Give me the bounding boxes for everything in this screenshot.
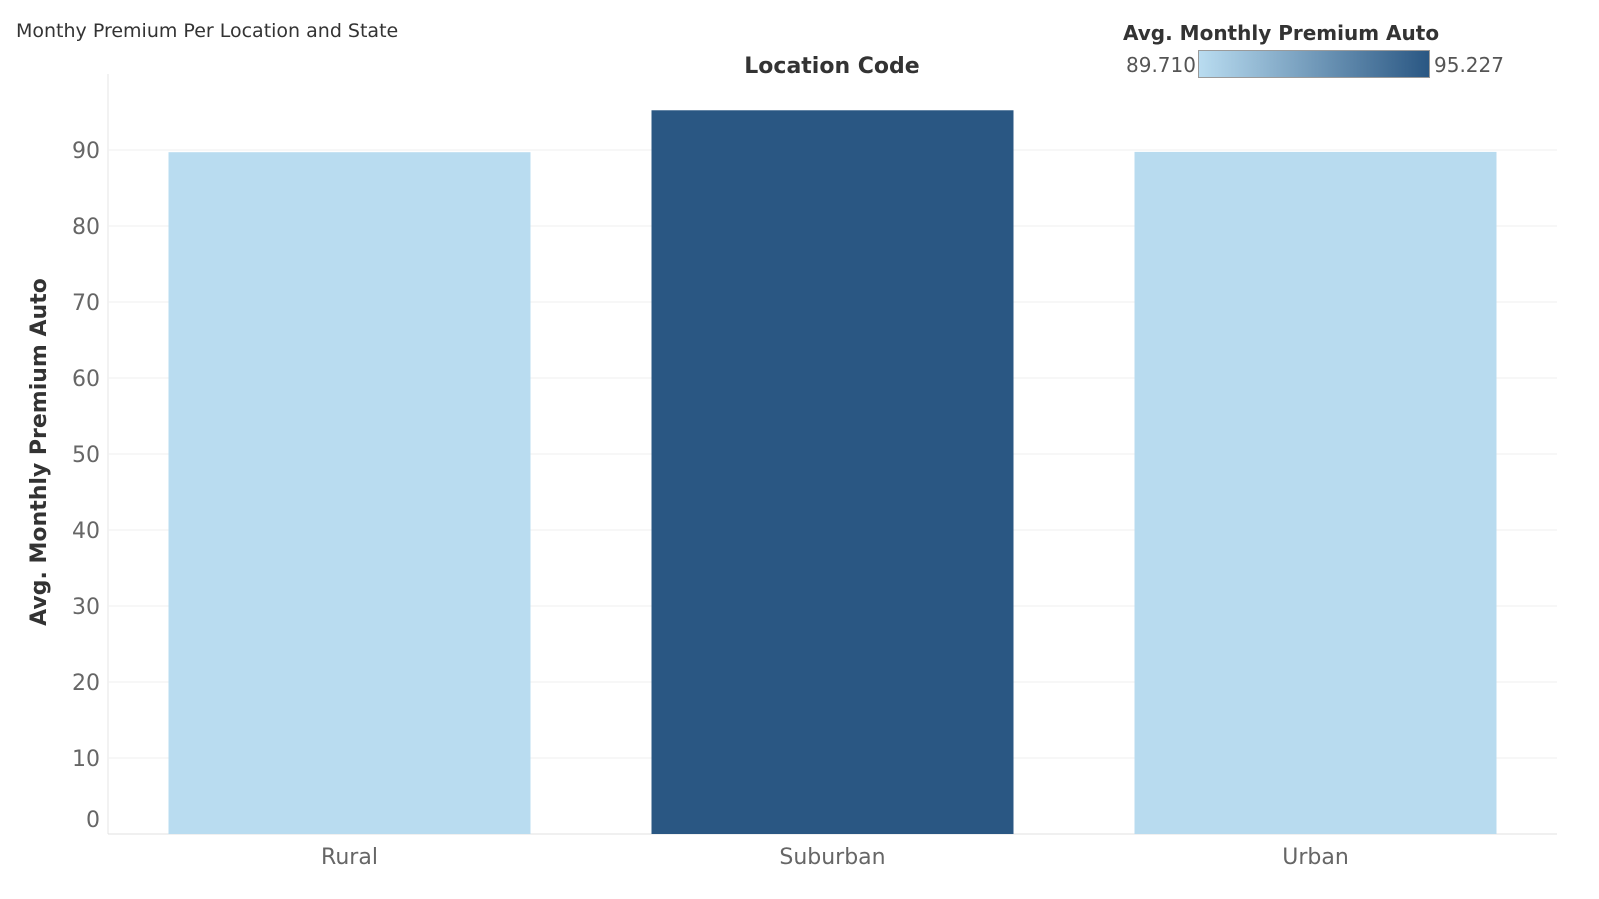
y-tick-label: 50 [72, 443, 100, 468]
legend-max-label: 95.227 [1434, 53, 1504, 77]
x-category-label: Urban [1282, 845, 1349, 870]
x-axis-categories: Rural Suburban Urban [321, 845, 1349, 870]
y-tick-label: 0 [86, 808, 100, 833]
y-tick-label: 60 [72, 367, 100, 392]
page-title: Monthy Premium Per Location and State [16, 20, 399, 42]
legend-min-label: 89.710 [1126, 53, 1196, 77]
bar-urban[interactable] [1134, 151, 1497, 834]
y-tick-label: 10 [72, 747, 100, 772]
bar-rural[interactable] [168, 152, 531, 835]
x-category-label: Rural [321, 845, 378, 870]
legend-gradient-bar [1198, 50, 1430, 78]
bars [168, 110, 1497, 835]
y-tick-label: 40 [72, 519, 100, 544]
y-tick-label: 80 [72, 215, 100, 240]
bar-suburban[interactable] [651, 110, 1014, 835]
y-axis-ticks: 0 10 20 30 40 50 60 70 80 90 [72, 139, 100, 833]
y-tick-label: 20 [72, 671, 100, 696]
x-category-label: Suburban [779, 845, 885, 870]
y-tick-label: 30 [72, 595, 100, 620]
y-axis-label: Avg. Monthly Premium Auto [27, 278, 52, 626]
legend-title: Avg. Monthly Premium Auto [1123, 21, 1440, 45]
y-tick-label: 70 [72, 291, 100, 316]
column-header: Location Code [744, 54, 919, 79]
y-tick-label: 90 [72, 139, 100, 164]
